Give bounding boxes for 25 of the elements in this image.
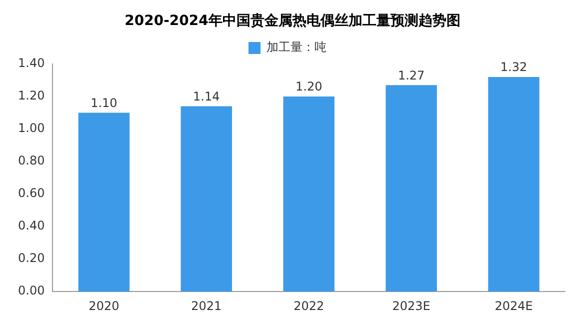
x-tick-label: 2020 [88,298,120,313]
y-tick-label: 0.60 [18,186,45,200]
y-tick-label: 1.20 [18,88,45,103]
text: 1.20 [296,80,322,94]
chart-title: 2020-2024年中国贵金属热电偶丝加工量预测趋势图 [124,12,462,31]
bar [180,106,232,292]
x-tick-label: 2023E [392,298,430,313]
text: 1.32 [500,60,528,74]
y-tick-label: 0.00 [18,284,45,298]
bar [488,77,540,292]
y-tick-label: 0.40 [18,218,45,233]
legend-label: 加工量：吨 [266,40,326,54]
bar [283,96,334,292]
x-tick-label: 2022 [294,298,324,313]
y-tick-label: 0.80 [18,154,45,168]
bar [386,85,437,292]
x-tick-label: 2024E [494,298,533,313]
text: 1.14 [193,89,220,104]
text: 1.10 [90,96,118,110]
text: 1.27 [398,68,425,82]
y-tick-label: 0.20 [18,251,45,266]
bar [78,112,130,292]
y-tick-label: 1.40 [18,56,45,70]
x-tick-label: 2021 [191,298,222,313]
y-tick-label: 1.00 [18,121,45,136]
